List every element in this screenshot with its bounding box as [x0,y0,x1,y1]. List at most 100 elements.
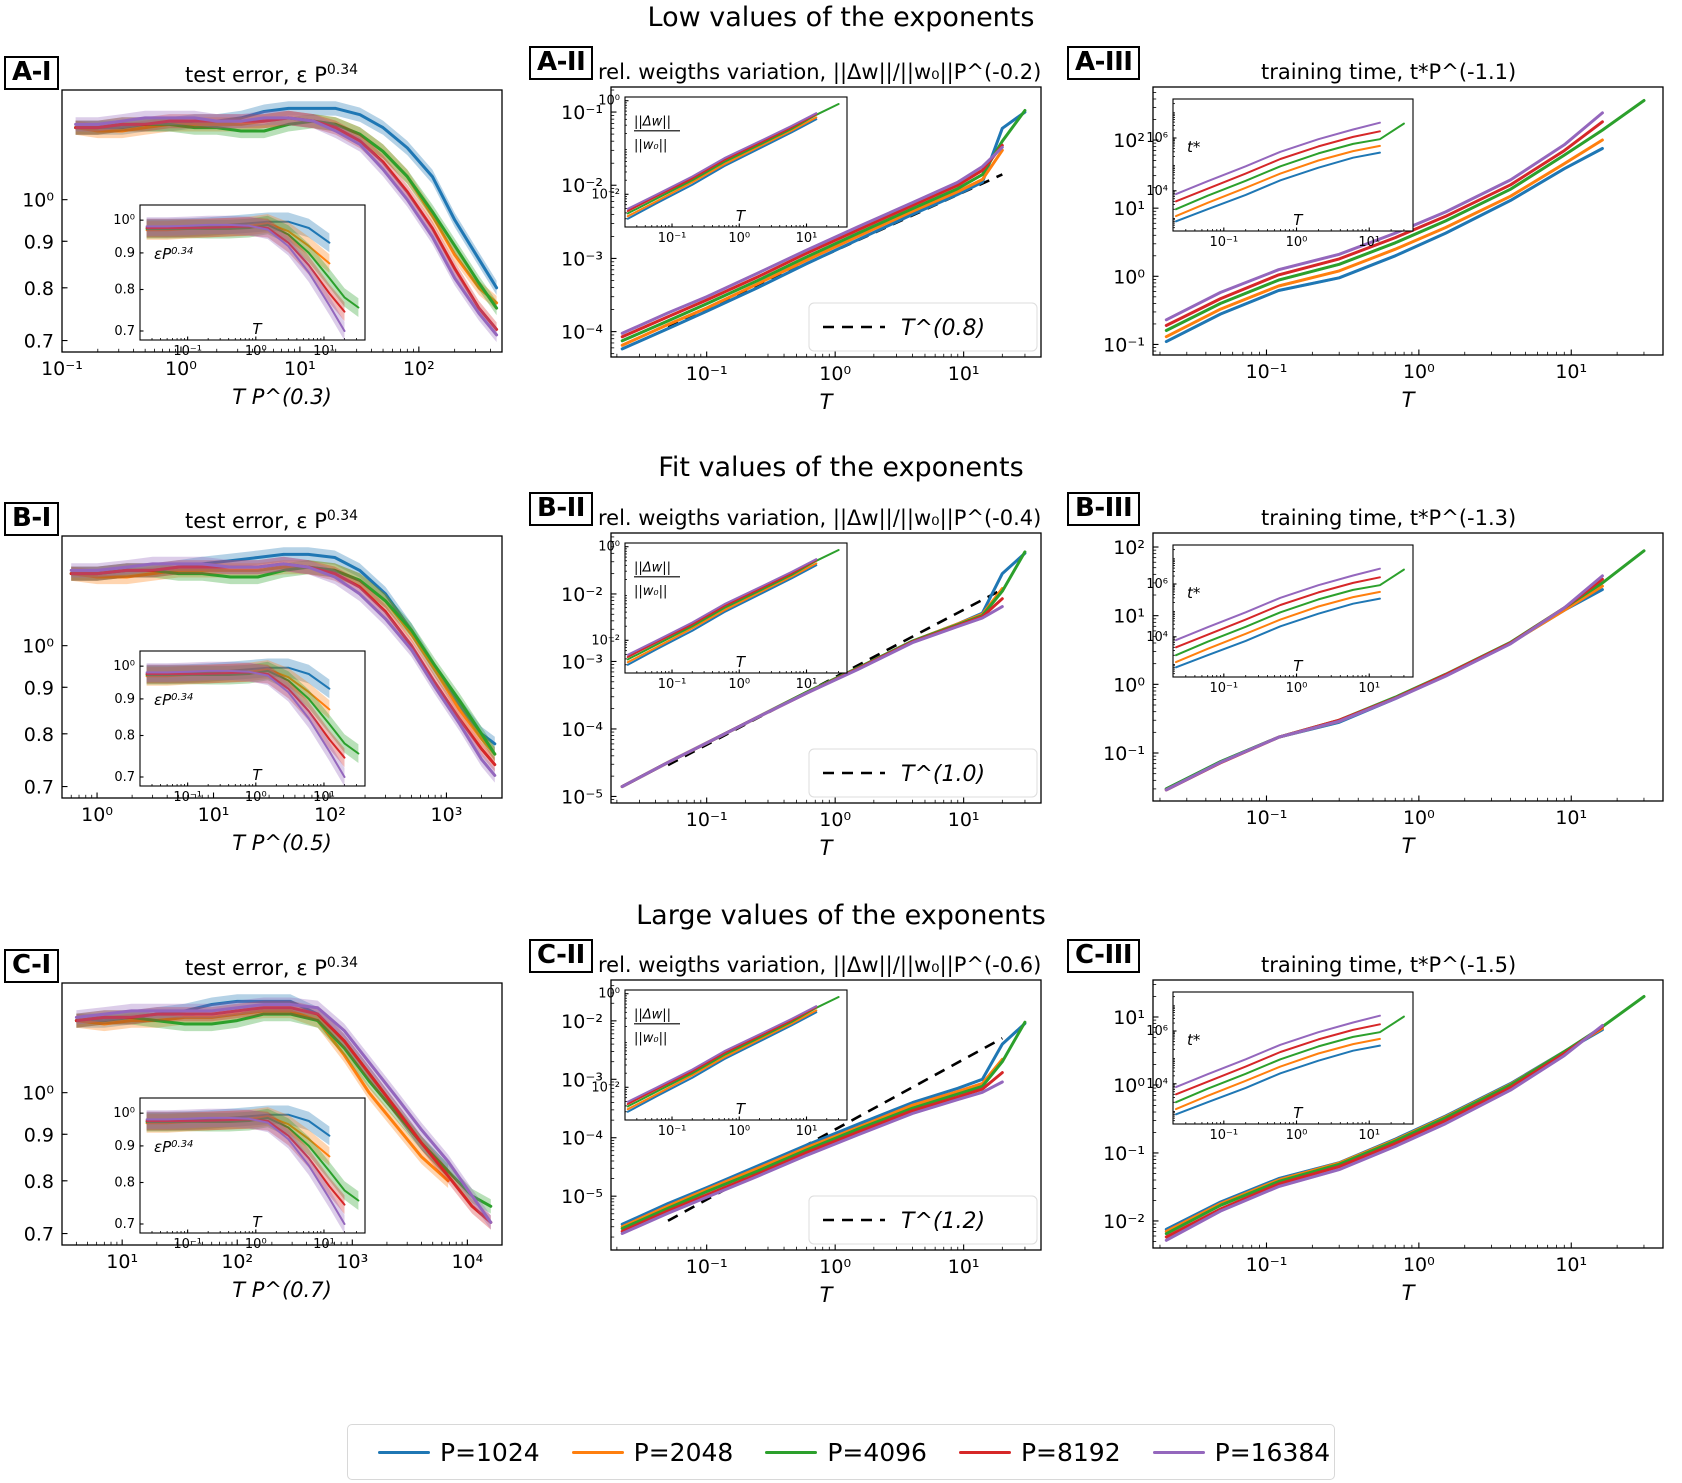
legend-entry-P-8192[interactable]: P=8192 [943,1438,1137,1467]
inset-y-axis-label-numerator: ||Δw|| [634,1008,671,1023]
plot-frame [61,535,503,799]
y-tick-label: 0.8 [114,1175,135,1190]
x-tick-label: 10⁻¹ [1210,1128,1239,1143]
inset-y-axis-label-numerator: ||Δw|| [634,561,671,576]
y-tick-label: 10⁻⁴ [561,1128,603,1150]
legend-entry-P-1024[interactable]: P=1024 [362,1438,556,1467]
x-tick-label: 10³ [336,1251,368,1273]
y-tick-label: 10⁴ [1146,630,1168,645]
panel-C-III: C-III training time, t*P^(-1.5) 10⁻¹ 10⁰ 1… [1063,935,1682,1325]
reference-legend[interactable]: T^(0.8) [808,302,1038,352]
inset-x-axis-label: T [1293,211,1304,229]
x-tick-label: 10⁰ [1286,681,1308,696]
panel-title-A-I-sup: 0.34 [326,62,359,78]
x-tick-label: 10¹ [1555,361,1587,383]
series-line-P-2048 [1175,144,1381,218]
y-tick-label: 10⁰ [22,190,54,212]
inset-y-axis-label-denominator: ||w₀|| [634,584,667,599]
inset-x-axis-label: T [252,766,263,784]
x-tick-label: 10⁻¹ [686,363,728,385]
x-tick-label: 10⁻¹ [686,1256,728,1278]
x-tick-label: 10⁻¹ [1246,1254,1288,1276]
y-tick-label: 10⁻¹ [1103,334,1145,356]
x-tick-label: 10⁰ [245,344,267,359]
inset-y-axis-label: t* [1187,584,1201,602]
y-tick-label: 10⁻³ [561,248,603,270]
plot-frame [61,982,503,1246]
y-tick-label: 10⁻⁴ [561,322,603,344]
figure-legend[interactable]: P=1024 P=2048 P=4096 P=8192 P=16384 [347,1424,1335,1480]
y-tick-label: 10⁴ [1146,1077,1168,1092]
x-tick-label: 10¹ [313,1237,335,1252]
series-line-P-8192 [74,1006,493,1224]
inset-background [1173,545,1413,677]
series-line-P-16384 [1164,1024,1604,1242]
series-line-P-1024 [1175,1044,1381,1116]
y-tick-label: 0.7 [114,1217,135,1232]
series-line-P-1024 [626,564,818,666]
x-tick-label: 10⁰ [245,790,267,805]
inset-y-axis-label-numerator: ||Δw|| [634,115,671,130]
x-tick-label: 10⁻¹ [41,358,83,380]
y-tick-label: 10⁻¹ [1103,743,1145,765]
inset-plot-area: 10⁻¹ 10⁰ 10¹ 10⁰ 10⁻² T ||Δw|| ||w₀|| [591,987,848,1139]
x-tick-label: 10¹ [313,344,335,359]
legend-entry-P-16384[interactable]: P=16384 [1137,1438,1347,1467]
panel-tag-B-II: B-II [529,492,593,527]
y-tick-label: 10⁻² [591,1080,620,1095]
inset-y-axis-label: t* [1187,138,1201,156]
y-tick-label: 10⁰ [113,659,135,674]
plot-area: 10⁻¹ 10⁰ 10¹ 10² 10¹ 10⁰ 10⁻¹ T [1103,532,1664,858]
series-line-P-16384 [1164,574,1604,792]
x-tick-label: 10⁻¹ [173,344,202,359]
legend-entry-P-4096[interactable]: P=4096 [749,1438,943,1467]
reference-legend[interactable]: T^(1.0) [808,748,1038,798]
series-line-P-16384 [145,223,346,332]
y-tick-label: 0.7 [24,331,54,353]
y-tick-label: 0.7 [24,1224,54,1246]
legend-label: P=1024 [440,1437,540,1467]
x-axis-label: T [820,390,835,414]
reference-legend[interactable]: T^(1.2) [808,1195,1038,1245]
series-line-P-16384 [145,1116,346,1225]
legend-entry-P-2048[interactable]: P=2048 [556,1438,750,1467]
inset-x-axis-label: T [736,207,747,225]
panel-title-C-I: test error, ε P0.34 [185,955,358,980]
inset-plot-area: 10⁻¹ 10⁰ 10¹ 10⁰ 10⁻² T ||Δw|| ||w₀|| [591,540,848,692]
x-tick-label: 10⁻¹ [1210,235,1239,250]
legend-swatch-icon [765,1450,818,1454]
series-line-P-16384 [620,145,1004,335]
x-tick-label: 10⁰ [1403,361,1435,383]
panel-tag-A-II: A-II [529,46,594,81]
plot-frame [1152,86,1664,356]
legend-swatch-icon [1152,1450,1205,1454]
reference-legend-box [808,748,1038,798]
series-band [146,663,345,768]
series-line-P-16384 [620,605,1004,789]
y-tick-label: 10⁴ [1146,184,1168,199]
plot-area: 10⁻¹ 10⁰ 10¹ 10⁻² 10⁻³ 10⁻⁴ 10⁻⁵ T [561,532,1042,860]
plot-frame [1152,979,1664,1249]
series-line-P-2048 [620,1057,1004,1229]
series-line-P-8192 [1175,130,1381,203]
y-tick-label: 10⁻³ [561,651,603,673]
panel-tag-A-III: A-III [1067,46,1141,81]
x-tick-label: 10⁰ [728,677,750,692]
x-axis-label: T [1402,388,1417,412]
panel-title-A-I: test error, ε P0.34 [185,62,358,87]
series-line-P-16384 [626,558,818,656]
y-tick-label: 10² [1113,130,1145,152]
x-tick-label: 10¹ [1358,681,1380,696]
series-line-P-16384 [1175,121,1381,196]
reference-legend-box [808,1195,1038,1245]
y-tick-label: 0.7 [24,777,54,799]
x-tick-label: 10⁰ [81,804,113,826]
x-tick-label: 10¹ [948,363,980,385]
panel-tag-C-III: C-III [1067,939,1140,974]
y-tick-label: 10⁻² [561,584,603,606]
series-line-P-1024 [1175,151,1381,223]
series-line-P-16384 [74,1003,493,1224]
series-band [71,560,495,762]
y-tick-label: 0.9 [114,246,135,261]
